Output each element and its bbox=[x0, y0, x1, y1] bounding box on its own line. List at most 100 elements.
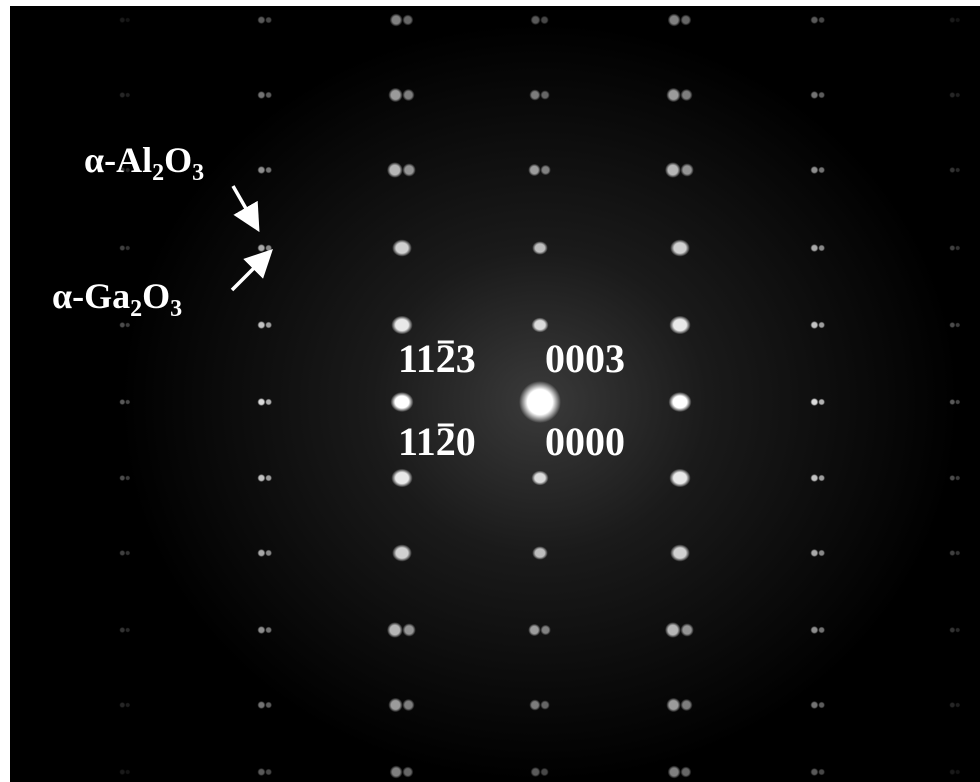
diffraction-spot bbox=[810, 16, 818, 24]
diffraction-spot bbox=[390, 766, 403, 779]
diffraction-spot bbox=[818, 627, 825, 634]
diffraction-spot bbox=[532, 546, 548, 560]
diffraction-spot bbox=[668, 766, 681, 779]
diffraction-spot bbox=[666, 698, 680, 712]
diffraction-spot bbox=[392, 544, 412, 561]
diffraction-spot bbox=[680, 623, 693, 636]
diffraction-spot bbox=[818, 702, 825, 709]
diffraction-spot bbox=[392, 239, 412, 256]
diffraction-spot bbox=[257, 91, 265, 99]
diffraction-spot bbox=[955, 475, 960, 480]
diffraction-spot bbox=[540, 625, 551, 636]
label-part: O bbox=[164, 140, 192, 180]
diffraction-spot bbox=[669, 316, 690, 335]
diffraction-spot bbox=[531, 767, 541, 777]
diffraction-spot bbox=[680, 89, 692, 101]
diffraction-spot bbox=[665, 162, 681, 178]
diffraction-spot bbox=[125, 769, 130, 774]
diffraction-spot bbox=[955, 399, 960, 404]
diffraction-spot bbox=[387, 162, 403, 178]
index-part: 11 bbox=[398, 419, 436, 464]
diffraction-spot bbox=[680, 163, 693, 176]
diffraction-spot bbox=[666, 88, 680, 102]
diffraction-spot bbox=[818, 17, 825, 24]
diffraction-spot bbox=[125, 245, 130, 250]
diffraction-spot bbox=[818, 550, 825, 557]
diffraction-spot bbox=[670, 544, 690, 561]
diffraction-spot bbox=[949, 399, 955, 405]
diffraction-spot bbox=[257, 626, 265, 634]
diffraction-spot bbox=[540, 165, 551, 176]
diffraction-spot bbox=[680, 699, 692, 711]
diffraction-spot bbox=[265, 769, 272, 776]
diffraction-spot bbox=[955, 245, 960, 250]
index-part: 0 bbox=[456, 419, 476, 464]
central-beam bbox=[519, 381, 561, 423]
diffraction-spot bbox=[810, 701, 818, 709]
diffraction-spot bbox=[949, 769, 955, 775]
subscript: 2 bbox=[152, 160, 164, 186]
diffraction-spot bbox=[528, 624, 540, 636]
diffraction-spot bbox=[531, 318, 548, 333]
diffraction-spot bbox=[810, 626, 818, 634]
diffraction-spot bbox=[818, 399, 825, 406]
diffraction-spot bbox=[665, 622, 681, 638]
diffraction-spot bbox=[257, 701, 265, 709]
diffraction-spot bbox=[119, 92, 125, 98]
diffraction-spot bbox=[955, 167, 960, 172]
diffraction-spot bbox=[949, 17, 955, 23]
diffraction-spot bbox=[119, 550, 125, 556]
diffraction-spot bbox=[955, 702, 960, 707]
diffraction-spot bbox=[119, 399, 125, 405]
diffraction-spot bbox=[119, 322, 125, 328]
diffraction-spot bbox=[391, 316, 412, 335]
diffraction-spot bbox=[818, 92, 825, 99]
diffraction-spot bbox=[257, 16, 265, 24]
diffraction-spot bbox=[391, 392, 414, 412]
diffraction-spot bbox=[529, 89, 540, 100]
index-part: 0000 bbox=[545, 419, 625, 464]
diffraction-spot bbox=[402, 163, 415, 176]
miller-index: 0003 bbox=[545, 336, 625, 381]
diffraction-spot bbox=[257, 549, 265, 557]
index-part: 3 bbox=[456, 336, 476, 381]
diffraction-spot bbox=[257, 398, 265, 406]
diffraction-spot bbox=[949, 627, 955, 633]
diffraction-spot bbox=[669, 469, 690, 488]
subscript: 3 bbox=[170, 296, 182, 322]
diffraction-spot bbox=[125, 550, 130, 555]
diffraction-spot bbox=[949, 92, 955, 98]
diffraction-spot bbox=[528, 164, 540, 176]
diffraction-spot bbox=[387, 622, 403, 638]
diffraction-spot bbox=[955, 550, 960, 555]
diffraction-spot bbox=[680, 766, 691, 777]
diffraction-spot bbox=[810, 768, 818, 776]
diffraction-spot bbox=[119, 17, 125, 23]
diffraction-spot bbox=[955, 627, 960, 632]
diffraction-spot bbox=[265, 627, 272, 634]
diffraction-spot bbox=[818, 167, 825, 174]
diffraction-spot bbox=[810, 91, 818, 99]
diffraction-spot bbox=[529, 699, 540, 710]
diffraction-spot bbox=[810, 166, 818, 174]
diffraction-spot bbox=[119, 245, 125, 251]
diffraction-spot bbox=[257, 474, 265, 482]
index-part: 11 bbox=[398, 336, 436, 381]
diffraction-spot bbox=[265, 550, 272, 557]
diffraction-spot bbox=[257, 166, 265, 174]
diffraction-spot bbox=[119, 627, 125, 633]
diffraction-spot bbox=[265, 245, 272, 252]
miller-index: 1123 bbox=[398, 336, 476, 381]
diffraction-spot bbox=[955, 92, 960, 97]
diffraction-spot bbox=[402, 89, 414, 101]
diffraction-spot bbox=[265, 17, 272, 24]
diffraction-spot bbox=[540, 700, 550, 710]
diffraction-spot bbox=[810, 398, 818, 406]
diffraction-spot bbox=[949, 702, 955, 708]
diffraction-spot bbox=[125, 627, 130, 632]
diffraction-spot bbox=[402, 623, 415, 636]
subscript: 3 bbox=[192, 160, 204, 186]
diffraction-spot bbox=[949, 475, 955, 481]
diffraction-spot bbox=[955, 17, 960, 22]
index-part: 0003 bbox=[545, 336, 625, 381]
